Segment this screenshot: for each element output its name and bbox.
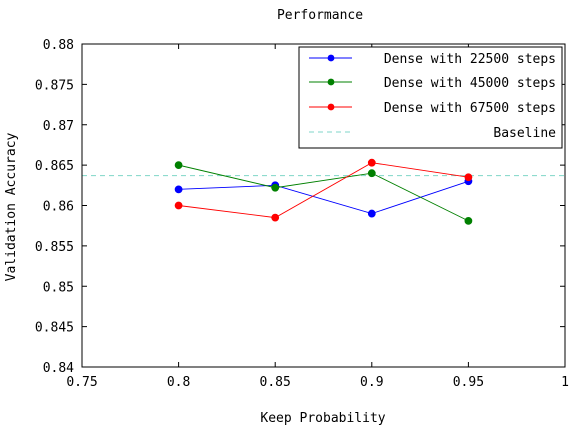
legend-label: Dense with 67500 steps xyxy=(384,101,556,116)
legend-box xyxy=(298,46,563,149)
x-tick-label: 1 xyxy=(561,375,569,390)
y-tick-label: 0.85 xyxy=(43,280,74,295)
legend: Dense with 22500 steps Dense with 45000 s… xyxy=(298,46,563,149)
y-tick-label: 0.87 xyxy=(43,119,74,134)
data-point-series-2 xyxy=(464,216,473,225)
chart-title: Performance xyxy=(277,8,363,23)
x-tick-label: 0.95 xyxy=(453,375,484,390)
y-tick-label: 0.855 xyxy=(35,240,74,255)
legend-label-baseline: Baseline xyxy=(493,126,556,141)
legend-label: Dense with 45000 steps xyxy=(384,76,556,91)
y-tick-label: 0.88 xyxy=(43,38,74,53)
y-tick-label: 0.875 xyxy=(35,78,74,93)
series-line-2 xyxy=(178,164,469,222)
data-point-series-2 xyxy=(271,183,280,192)
data-point-series-2 xyxy=(367,169,376,178)
legend-swatch-marker xyxy=(327,54,335,62)
y-tick-label: 0.84 xyxy=(43,361,74,376)
x-tick-label: 0.9 xyxy=(360,375,383,390)
x-tick-label: 0.85 xyxy=(260,375,291,390)
data-point-series-2 xyxy=(174,161,183,170)
series-line-1 xyxy=(178,180,469,215)
legend-label: Dense with 22500 steps xyxy=(384,52,556,67)
data-point-series-3 xyxy=(174,201,183,210)
data-point-series-1 xyxy=(174,185,183,194)
data-point-series-3 xyxy=(271,213,280,222)
y-tick-label: 0.865 xyxy=(35,159,74,174)
y-tick-label: 0.845 xyxy=(35,321,74,336)
legend-swatch-marker xyxy=(327,103,335,111)
plot-frame xyxy=(81,43,566,368)
ticks-layer: 0.75 0.8 0.85 0.9 0.95 1 0.84 0.845 0.85 0.855 0.8… xyxy=(35,38,569,390)
y-tick-label: 0.86 xyxy=(43,200,74,215)
data-point-series-3 xyxy=(464,173,473,182)
x-tick-label: 0.8 xyxy=(167,375,190,390)
series-line-3 xyxy=(178,162,469,219)
legend-swatch-marker xyxy=(327,78,335,86)
x-axis-label: Keep Probability xyxy=(260,411,385,426)
y-axis-label: Validation Accuracy xyxy=(4,132,19,281)
data-point-series-1 xyxy=(367,209,376,218)
x-tick-label: 0.75 xyxy=(66,375,97,390)
data-point-series-3 xyxy=(367,158,376,167)
plot-area xyxy=(82,158,565,225)
